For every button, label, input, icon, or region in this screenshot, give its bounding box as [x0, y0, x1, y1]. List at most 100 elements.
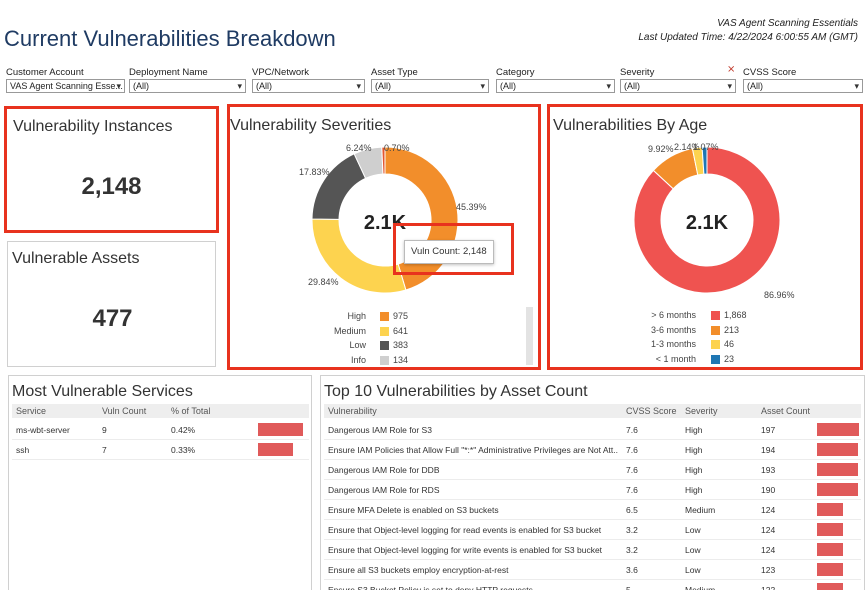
card-title: Top 10 Vulnerabilities by Asset Count — [324, 383, 588, 400]
age-donut-chart[interactable]: 2.1K 86.96% 9.92% 2.14% 1.07% — [550, 107, 860, 367]
card-title: Most Vulnerable Services — [12, 383, 193, 400]
row-divider — [324, 459, 861, 460]
row-divider — [324, 539, 861, 540]
table-row[interactable]: Ensure S3 Bucket Policy is set to deny H… — [324, 580, 861, 590]
column-header[interactable]: Vulnerability — [328, 406, 377, 416]
legend-value: 134 — [393, 354, 409, 365]
card-title: Vulnerability Severities — [230, 117, 392, 134]
table-cell: 124 — [761, 525, 776, 535]
column-header[interactable]: Severity — [685, 406, 718, 416]
legend-swatch — [711, 311, 720, 320]
legend-label: High — [347, 311, 366, 321]
legend-value: 975 — [393, 311, 409, 321]
table-row[interactable]: Ensure IAM Policies that Allow Full "*:*… — [324, 440, 861, 460]
legend-item[interactable]: 1-3 months 46 — [550, 337, 850, 351]
row-divider — [12, 439, 309, 440]
cvss-score-select[interactable]: (All) — [743, 79, 863, 93]
legend-item[interactable]: Medium 641 — [230, 324, 530, 338]
filter-label: Deployment Name — [129, 67, 208, 78]
row-divider — [324, 439, 861, 440]
table-row[interactable]: Ensure that Object-level logging for rea… — [324, 520, 861, 540]
table-cell: Low — [685, 565, 701, 575]
table-cell: High — [685, 485, 703, 495]
asset-type-select[interactable]: (All) — [371, 79, 489, 93]
table-cell: 7.6 — [626, 425, 638, 435]
table-row[interactable]: Dangerous IAM Role for S3 7.6 High 197 — [324, 420, 861, 440]
table-row[interactable]: Dangerous IAM Role for DDB 7.6 High 193 — [324, 460, 861, 480]
asset-count-bar — [817, 423, 859, 436]
column-header[interactable]: % of Total — [171, 406, 211, 416]
card-title: Vulnerability Instances — [13, 118, 173, 135]
table-cell: 190 — [761, 485, 776, 495]
legend-value: 46 — [724, 339, 735, 349]
table-cell: 124 — [761, 545, 776, 555]
legend-item[interactable]: High 975 — [230, 309, 530, 323]
asset-count-bar — [817, 523, 844, 536]
legend-swatch — [380, 355, 389, 365]
pct-label-under-1-month: 1.07% — [693, 142, 719, 152]
page-title: Current Vulnerabilities Breakdown — [4, 26, 336, 51]
legend-swatch — [711, 340, 720, 349]
table-cell: 7.6 — [626, 445, 638, 455]
table-row[interactable]: ms-wbt-server 9 0.42% — [12, 420, 309, 440]
table-cell: Dangerous IAM Role for S3 — [328, 425, 432, 435]
table-cell: 3.2 — [626, 545, 638, 555]
age-slice-6-months[interactable] — [633, 146, 781, 294]
column-header[interactable]: CVSS Score — [626, 406, 677, 416]
legend-item[interactable]: < 1 month 23 — [550, 352, 850, 366]
severity-slice-other[interactable] — [381, 146, 386, 175]
top-10-vulnerabilities-card[interactable]: Top 10 Vulnerabilities by Asset Count Vu… — [320, 375, 865, 590]
legend-item[interactable]: 3-6 months 213 — [550, 323, 850, 337]
tooltip-highlight — [393, 223, 514, 275]
legend-label: Info — [350, 354, 366, 365]
customer-account-select[interactable]: VAS Agent Scanning Esse... — [6, 79, 125, 93]
last-updated: Last Updated Time: 4/22/2024 6:00:55 AM … — [638, 32, 858, 43]
most-vulnerable-services-card[interactable]: Most Vulnerable Services Service Vuln Co… — [8, 375, 312, 590]
vulnerability-instances-card[interactable]: Vulnerability Instances 2,148 — [4, 106, 219, 233]
table-cell: 9 — [102, 425, 107, 435]
table-row[interactable]: Ensure MFA Delete is enabled on S3 bucke… — [324, 500, 861, 520]
filter-customer-account: Customer Account VAS Agent Scanning Esse… — [6, 66, 125, 93]
asset-count-bar — [817, 543, 844, 556]
vulnerability-severities-card[interactable]: Vulnerability Severities 2.1K 45.39% 29.… — [227, 104, 541, 370]
row-divider — [324, 499, 861, 500]
legend-value: 213 — [724, 324, 740, 335]
age-slice-1-month[interactable] — [701, 146, 708, 175]
asset-count-bar — [817, 563, 844, 576]
vulnerable-assets-card[interactable]: Vulnerable Assets 477 — [7, 241, 216, 367]
legend-item[interactable]: > 6 months 1,868 — [550, 308, 850, 322]
column-header[interactable]: Service — [16, 406, 47, 416]
vulnerabilities-by-age-card[interactable]: Vulnerabilities By Age 2.1K 86.96% 9.92%… — [547, 104, 863, 370]
legend-label: 1-3 months — [650, 339, 696, 349]
legend-label: Medium — [333, 325, 366, 336]
assets-value: 477 — [92, 305, 133, 332]
vpc-network-select[interactable]: (All) — [252, 79, 365, 93]
legend-item[interactable]: Low 383 — [230, 338, 530, 352]
category-select[interactable]: (All) — [496, 79, 615, 93]
legend-item[interactable]: Info 134 — [230, 353, 530, 367]
severity-select[interactable]: (All) — [620, 79, 736, 93]
top10-table-header: Vulnerability CVSS Score Severity Asset … — [324, 404, 861, 418]
row-divider — [324, 479, 861, 480]
severity-slice-low[interactable] — [311, 153, 367, 220]
table-cell: Ensure that Object-level logging for rea… — [328, 525, 602, 535]
table-row[interactable]: ssh 7 0.33% — [12, 440, 309, 460]
table-cell: Medium — [685, 585, 716, 590]
column-header[interactable]: Vuln Count — [102, 406, 147, 416]
column-header[interactable]: Asset Count — [761, 406, 811, 416]
table-cell: Medium — [685, 505, 716, 515]
count-bar — [258, 443, 293, 456]
deployment-name-select[interactable]: (All) — [129, 79, 246, 93]
clear-filter-icon[interactable]: ⨯ — [727, 64, 736, 75]
filter-label: Severity — [620, 67, 655, 78]
table-row[interactable]: Ensure that Object-level logging for wri… — [324, 540, 861, 560]
table-cell: High — [685, 465, 703, 475]
table-cell: 124 — [761, 505, 776, 515]
table-row[interactable]: Ensure all S3 buckets employ encryption-… — [324, 560, 861, 580]
table-cell: Dangerous IAM Role for DDB — [328, 465, 440, 475]
scrollbar[interactable] — [526, 307, 533, 365]
table-row[interactable]: Dangerous IAM Role for RDS 7.6 High 190 — [324, 480, 861, 500]
pct-label-other: 0.70% — [384, 143, 410, 153]
pct-label-over-6-months: 86.96% — [764, 290, 795, 300]
age-center-label: 2.1K — [686, 212, 729, 234]
